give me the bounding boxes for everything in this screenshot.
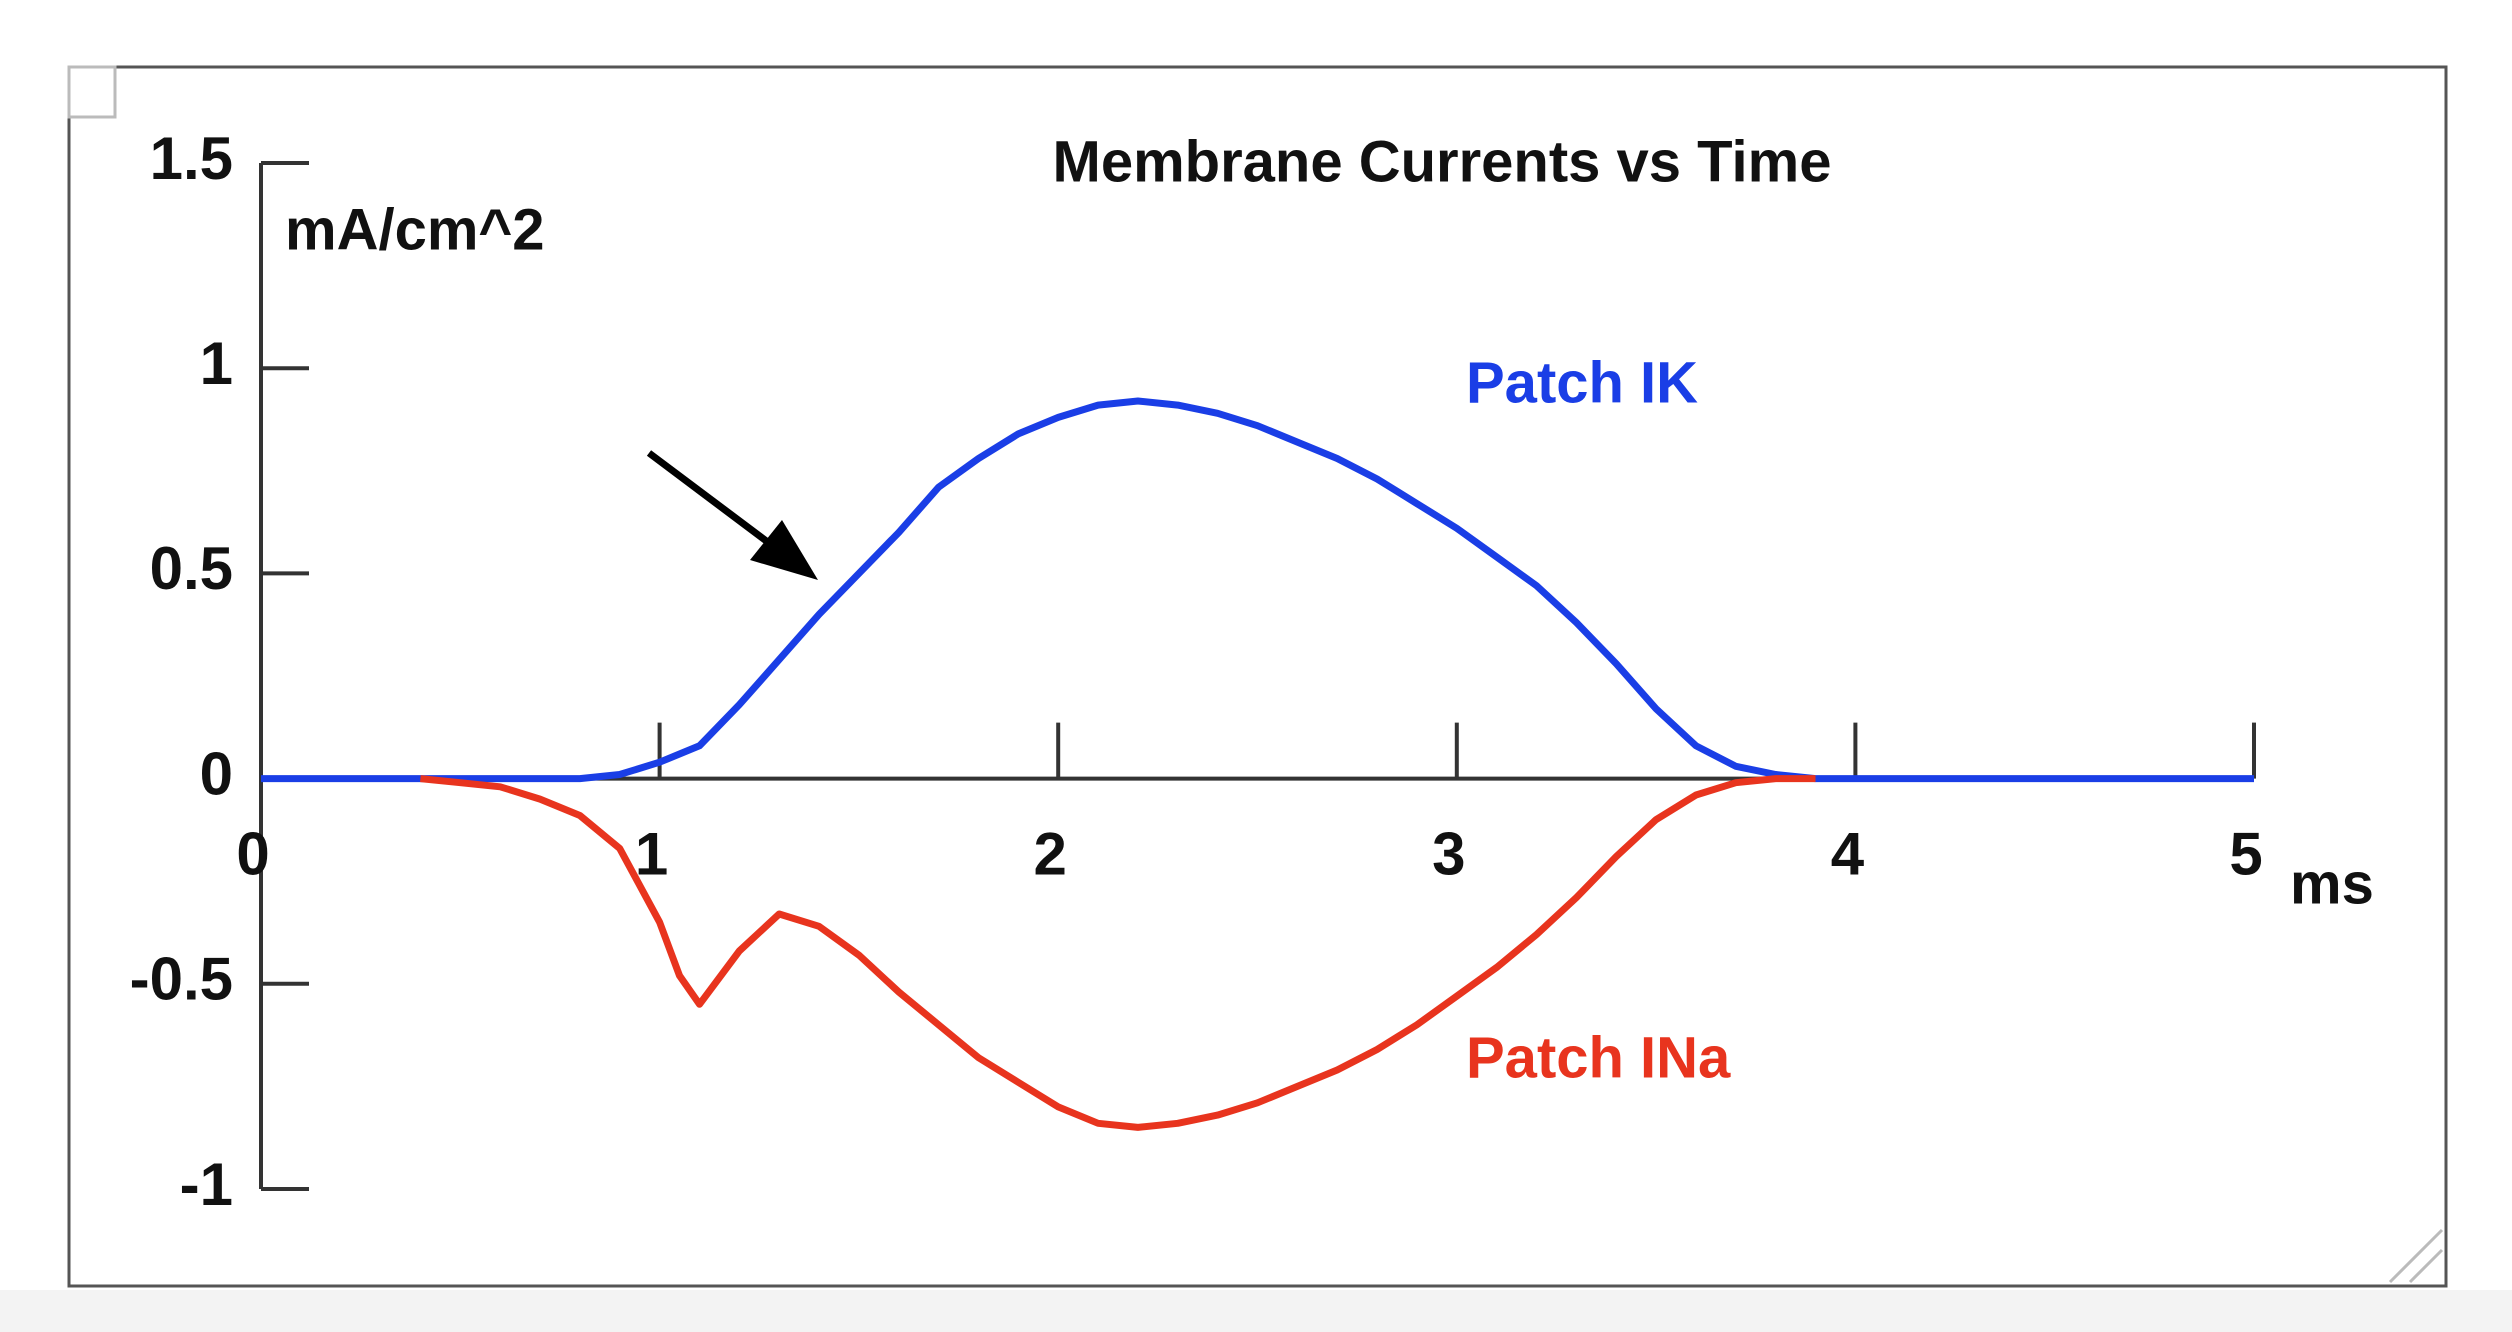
chart-frame bbox=[67, 65, 2448, 1288]
series-label: Patch IK bbox=[1466, 350, 1698, 415]
resize-handle[interactable] bbox=[2388, 1228, 2444, 1284]
x-tick-label: 3 bbox=[1432, 820, 1465, 887]
x-axis-label: ms bbox=[2290, 851, 2374, 916]
y-tick-label: -0.5 bbox=[130, 946, 233, 1013]
x-tick-label: 0 bbox=[236, 820, 269, 887]
corner-box bbox=[67, 65, 117, 119]
series-line bbox=[420, 775, 1816, 1131]
y-tick-label: 0.5 bbox=[150, 535, 233, 602]
arrow-annotation bbox=[646, 450, 818, 580]
y-tick-label: 1 bbox=[200, 330, 233, 397]
series-line bbox=[261, 397, 2254, 783]
chart-title: Membrane Currents vs Time bbox=[1053, 129, 1832, 194]
x-tick-label: 5 bbox=[2229, 820, 2262, 887]
series-label: Patch INa bbox=[1466, 1025, 1731, 1090]
x-tick-label: 2 bbox=[1034, 820, 1067, 887]
y-tick-label: -1 bbox=[180, 1151, 233, 1218]
y-axis-label: mA/cm^2 bbox=[285, 197, 545, 262]
x-tick-label: 1 bbox=[635, 820, 668, 887]
y-tick-label: 1.5 bbox=[150, 125, 233, 192]
x-tick-label: 4 bbox=[1831, 820, 1865, 887]
y-tick-label: 0 bbox=[200, 740, 233, 807]
